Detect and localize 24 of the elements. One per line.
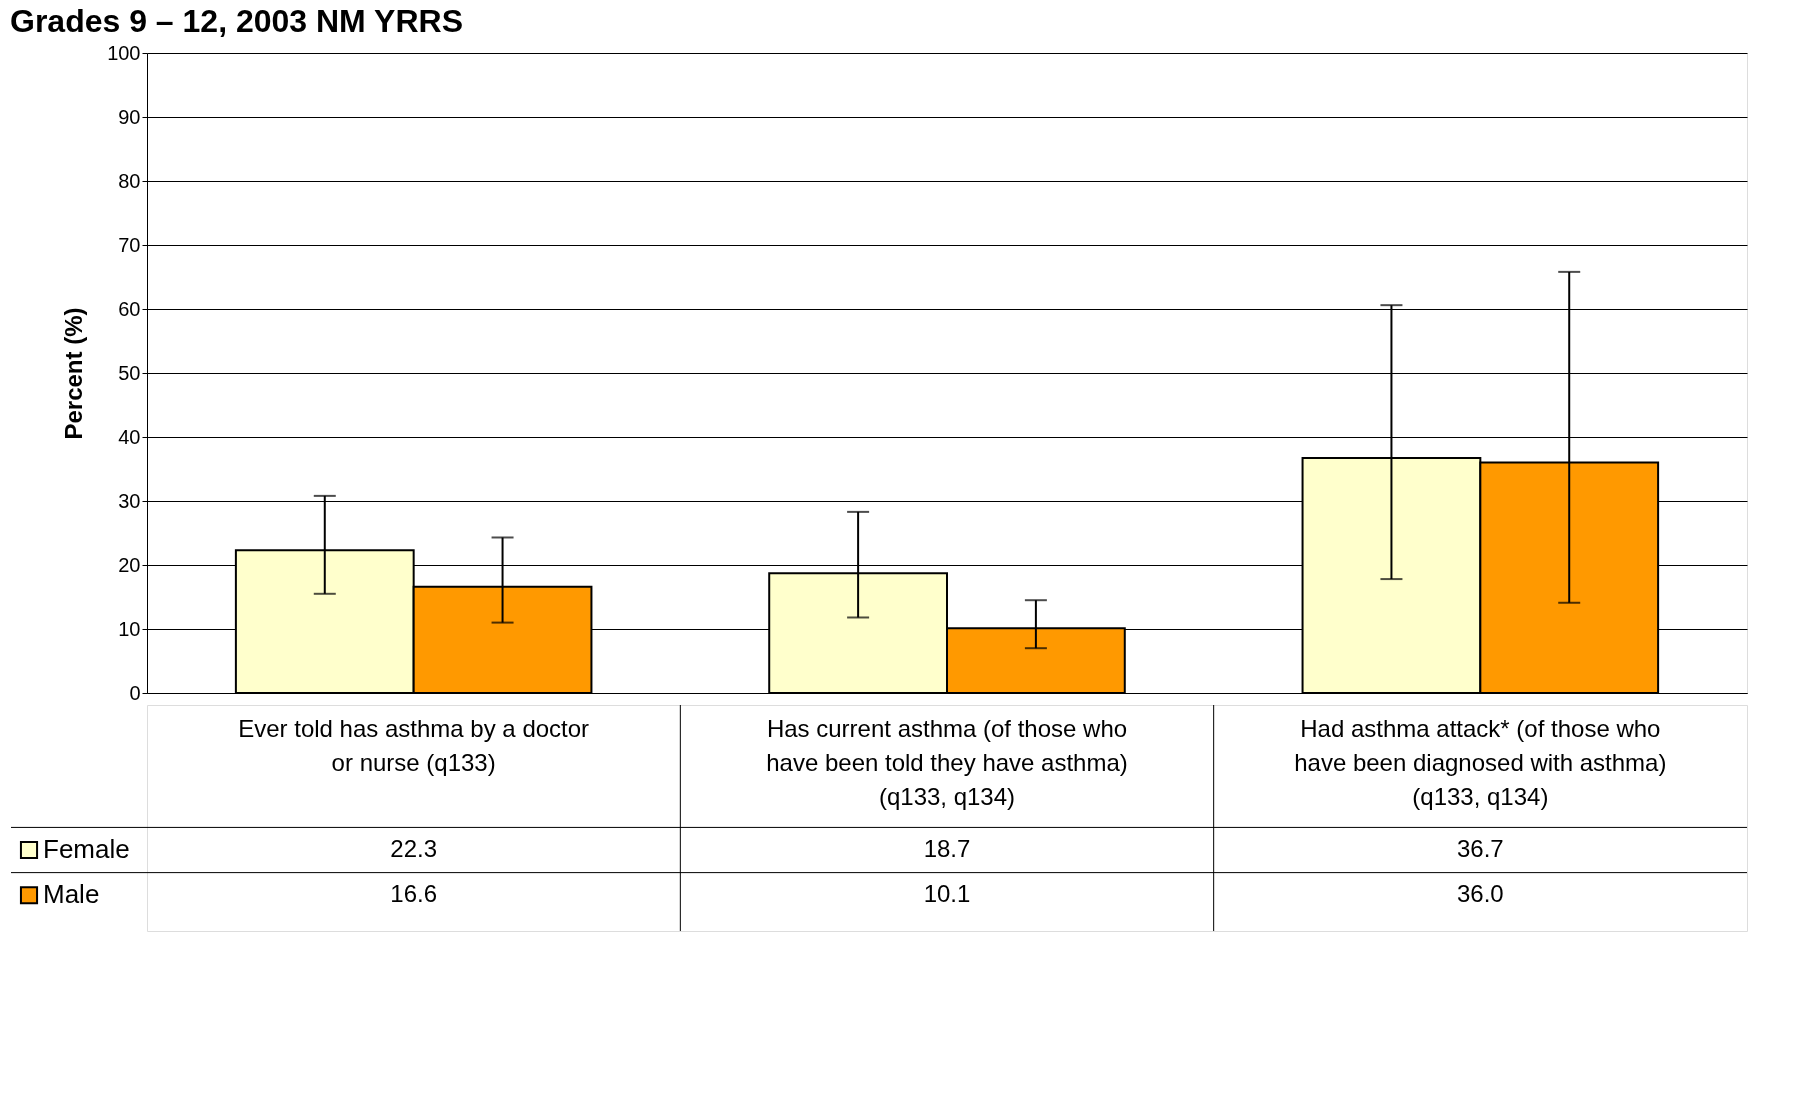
y-tick-label: 50 <box>118 361 141 384</box>
legend-label: Female <box>43 834 130 865</box>
y-tick-label: 100 <box>107 41 141 64</box>
y-tick-label: 80 <box>118 169 141 192</box>
data-label: 36.7 <box>1456 835 1504 863</box>
y-axis-title: Percent (%) <box>60 307 88 440</box>
x-tick-label: Had asthma attack* (of those who have been diagnosed with asthma) (q133, q134) <box>1294 715 1667 811</box>
chart-title: Grades 9 – 12, 2003 NM YRRS <box>10 2 463 39</box>
x-tick-label: Ever told has asthma by a doctor or nurse (q133) <box>238 715 590 777</box>
data-label: 22.3 <box>390 835 438 863</box>
y-tick-label: 40 <box>118 425 141 448</box>
y-tick-label: 90 <box>118 105 141 128</box>
y-tick-label: 0 <box>129 681 141 704</box>
y-tick-label: 70 <box>118 233 141 256</box>
data-label: 18.7 <box>923 835 971 863</box>
legend-label: Male <box>43 879 100 910</box>
x-tick-label: Has current asthma (of those who have been told they have asthma) (q133, q134) <box>766 715 1128 811</box>
y-tick-label: 60 <box>118 297 141 320</box>
y-tick-label: 20 <box>118 553 141 576</box>
data-label: 16.6 <box>390 880 438 908</box>
data-label: 10.1 <box>923 880 971 908</box>
data-label: 36.0 <box>1456 880 1504 908</box>
y-tick-label: 10 <box>118 617 141 640</box>
y-tick-label: 30 <box>118 489 141 512</box>
